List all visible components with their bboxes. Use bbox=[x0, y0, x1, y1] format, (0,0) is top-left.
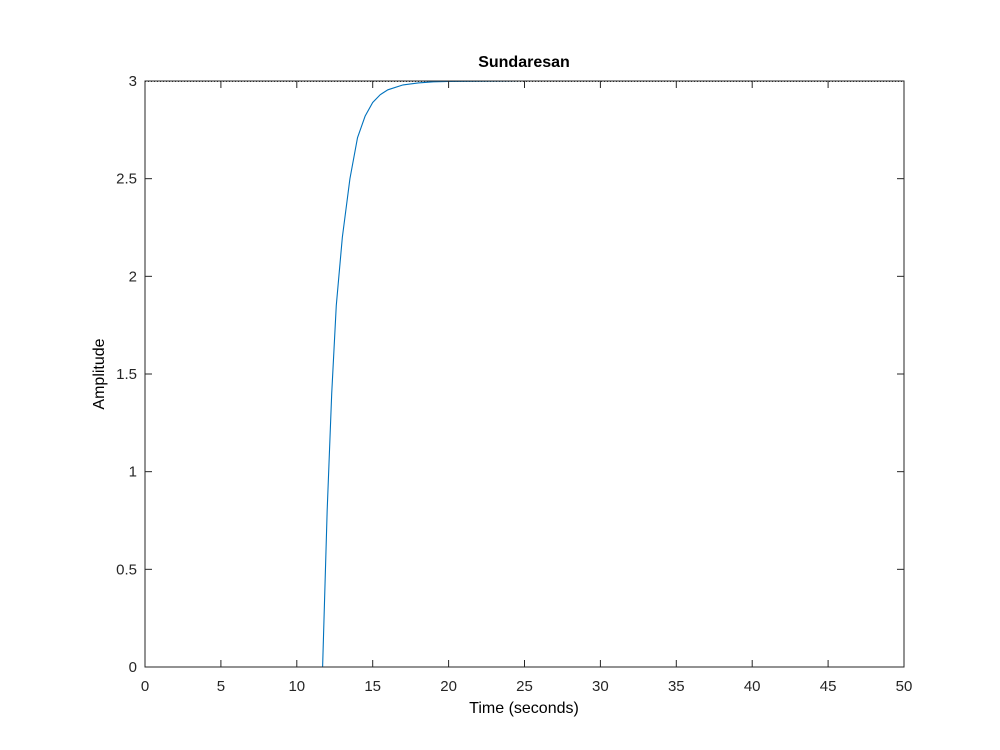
y-tick-label: 2.5 bbox=[116, 171, 137, 188]
x-tick-label: 30 bbox=[592, 678, 609, 695]
x-tick-label: 50 bbox=[896, 678, 913, 695]
y-tick-label: 3 bbox=[129, 73, 137, 90]
y-tick-label: 0.5 bbox=[116, 561, 137, 578]
x-tick-label: 0 bbox=[141, 678, 149, 695]
plot-area bbox=[145, 81, 904, 667]
x-tick-label: 5 bbox=[217, 678, 225, 695]
chart-title: Sundaresan bbox=[478, 54, 570, 71]
x-tick-label: 25 bbox=[516, 678, 533, 695]
y-tick-label: 2 bbox=[129, 268, 137, 285]
y-axis-label: Amplitude bbox=[91, 338, 108, 409]
x-tick-label: 45 bbox=[820, 678, 837, 695]
x-tick-label: 20 bbox=[440, 678, 457, 695]
x-axis-ticks: 0 5 10 15 20 25 30 35 40 45 50 bbox=[141, 81, 913, 695]
x-tick-label: 15 bbox=[364, 678, 381, 695]
x-tick-label: 35 bbox=[668, 678, 685, 695]
x-axis-label: Time (seconds) bbox=[469, 700, 579, 717]
y-axis-ticks: 0 0.5 1 1.5 2 2.5 3 bbox=[116, 73, 904, 676]
y-tick-label: 1.5 bbox=[116, 366, 137, 383]
y-tick-label: 0 bbox=[129, 659, 137, 676]
x-tick-label: 40 bbox=[744, 678, 761, 695]
x-tick-label: 10 bbox=[288, 678, 305, 695]
y-tick-label: 1 bbox=[129, 464, 137, 481]
